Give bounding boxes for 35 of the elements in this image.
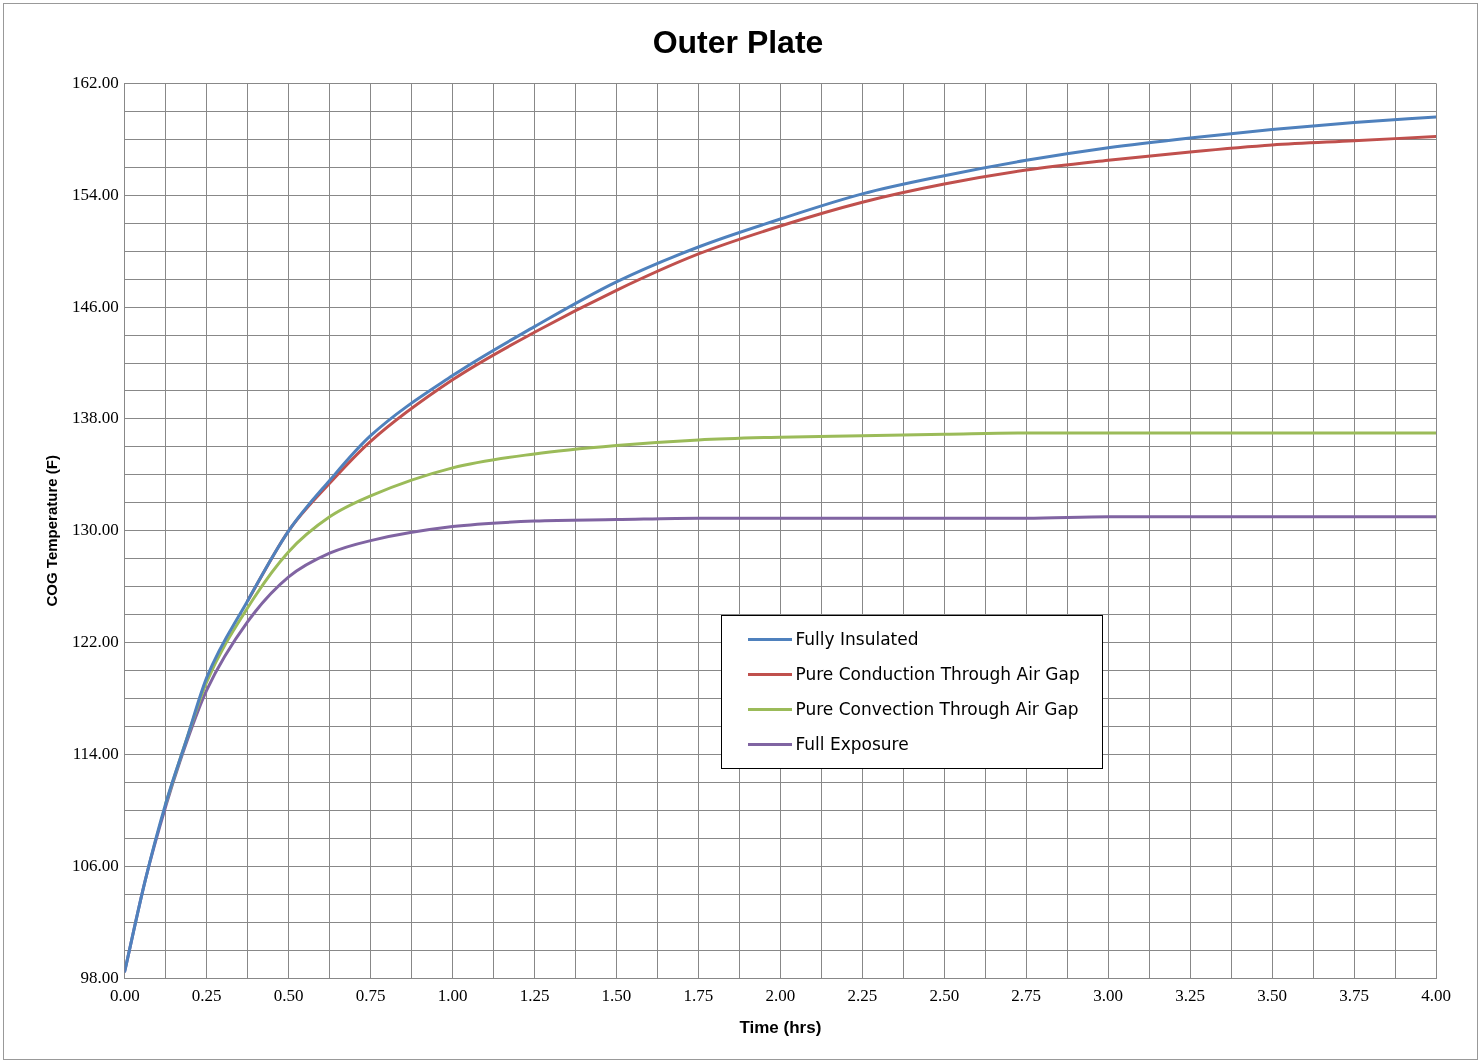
legend-label: Fully Insulated [795,629,919,650]
y-tick-label: 146.00 [72,296,119,316]
y-tick-label: 162.00 [72,72,119,92]
x-tick-label: 1.00 [437,985,468,1005]
y-tick-label: 98.00 [80,967,119,987]
x-tick-label: 3.00 [1093,985,1124,1005]
x-tick-label: 1.50 [601,985,632,1005]
x-tick-label: 0.25 [191,985,222,1005]
y-tick-label: 138.00 [72,408,119,428]
x-tick-label: 1.25 [519,985,550,1005]
x-tick-label: 1.75 [683,985,714,1005]
x-tick-label: 3.25 [1175,985,1206,1005]
x-tick-label: 3.50 [1257,985,1287,1005]
x-tick-label: 2.50 [929,985,960,1005]
y-tick-label: 122.00 [72,632,119,652]
line-series [124,115,1436,973]
y-tick-label: 154.00 [72,184,119,204]
y-axis-title: COG Temperature (F) [43,455,61,607]
legend-label: Pure Conduction Through Air Gap [795,664,1080,685]
x-tick-label: 3.75 [1339,985,1369,1005]
legend-label: Full Exposure [795,734,909,755]
x-tick-label: 0.50 [273,985,304,1005]
y-tick-label: 106.00 [72,855,119,875]
x-axis-title: Time (hrs) [739,1018,822,1038]
x-tick-label: 0.00 [109,985,140,1005]
x-tick-label: 2.75 [1011,985,1042,1005]
chart-title: Outer Plate [652,24,824,61]
legend-label: Pure Convection Through Air Gap [795,699,1079,720]
x-tick-label: 2.25 [847,985,878,1005]
line-series [246,135,1436,603]
y-tick-label: 114.00 [72,743,119,763]
x-tick-label: 2.00 [765,985,796,1005]
y-tick-label: 130.00 [72,520,119,540]
x-tick-label: 4.00 [1421,985,1451,1005]
x-tick-label: 0.75 [355,985,386,1005]
